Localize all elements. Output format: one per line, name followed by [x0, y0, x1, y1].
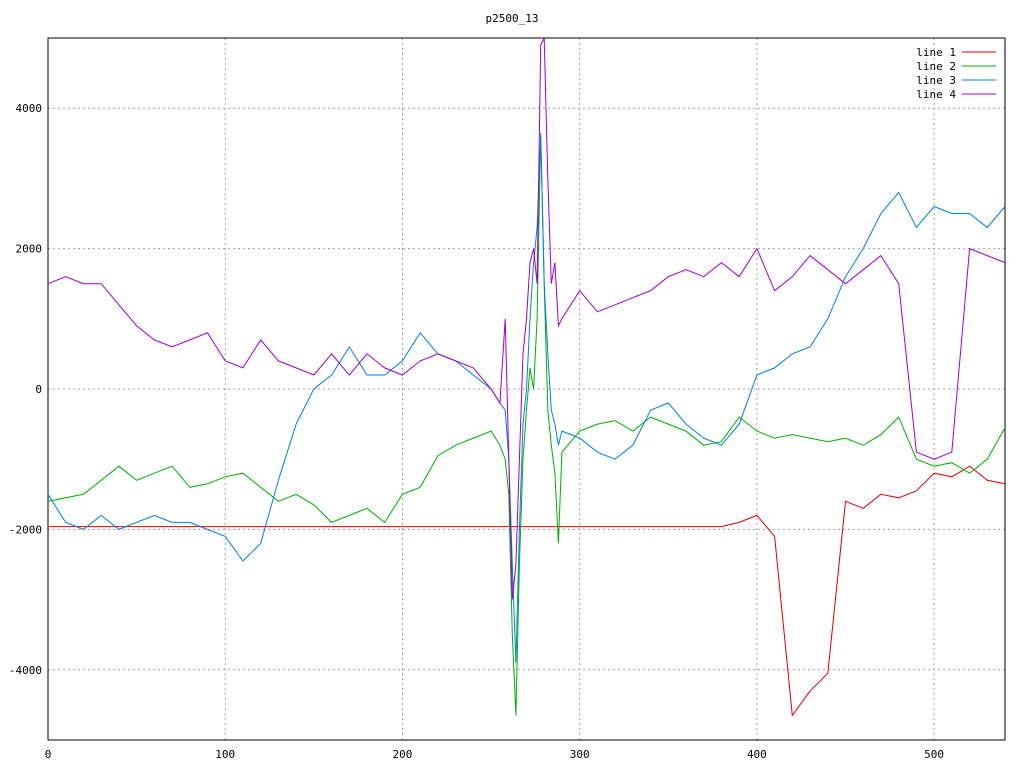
x-tick-label: 200 — [393, 748, 413, 761]
x-tick-label: 100 — [215, 748, 235, 761]
y-tick-label: -4000 — [9, 664, 42, 677]
x-tick-label: 400 — [747, 748, 767, 761]
x-tick-label: 500 — [924, 748, 944, 761]
y-tick-label: 2000 — [16, 243, 43, 256]
chart-title: p2500_13 — [486, 12, 539, 25]
legend-label: line 4 — [916, 88, 956, 101]
legend-label: line 1 — [916, 46, 956, 59]
plot-border — [47, 37, 1006, 741]
y-tick-label: 0 — [35, 383, 42, 396]
legend-label: line 2 — [916, 60, 956, 73]
series-line — [47, 136, 1006, 663]
series-line — [47, 37, 1006, 600]
series-line — [48, 465, 1006, 717]
series-line — [47, 132, 1006, 716]
x-tick-label: 300 — [570, 748, 590, 761]
x-tick-label: 0 — [45, 748, 52, 761]
y-tick-label: -2000 — [9, 523, 42, 536]
legend-label: line 3 — [916, 74, 956, 87]
y-tick-label: 4000 — [16, 102, 43, 115]
